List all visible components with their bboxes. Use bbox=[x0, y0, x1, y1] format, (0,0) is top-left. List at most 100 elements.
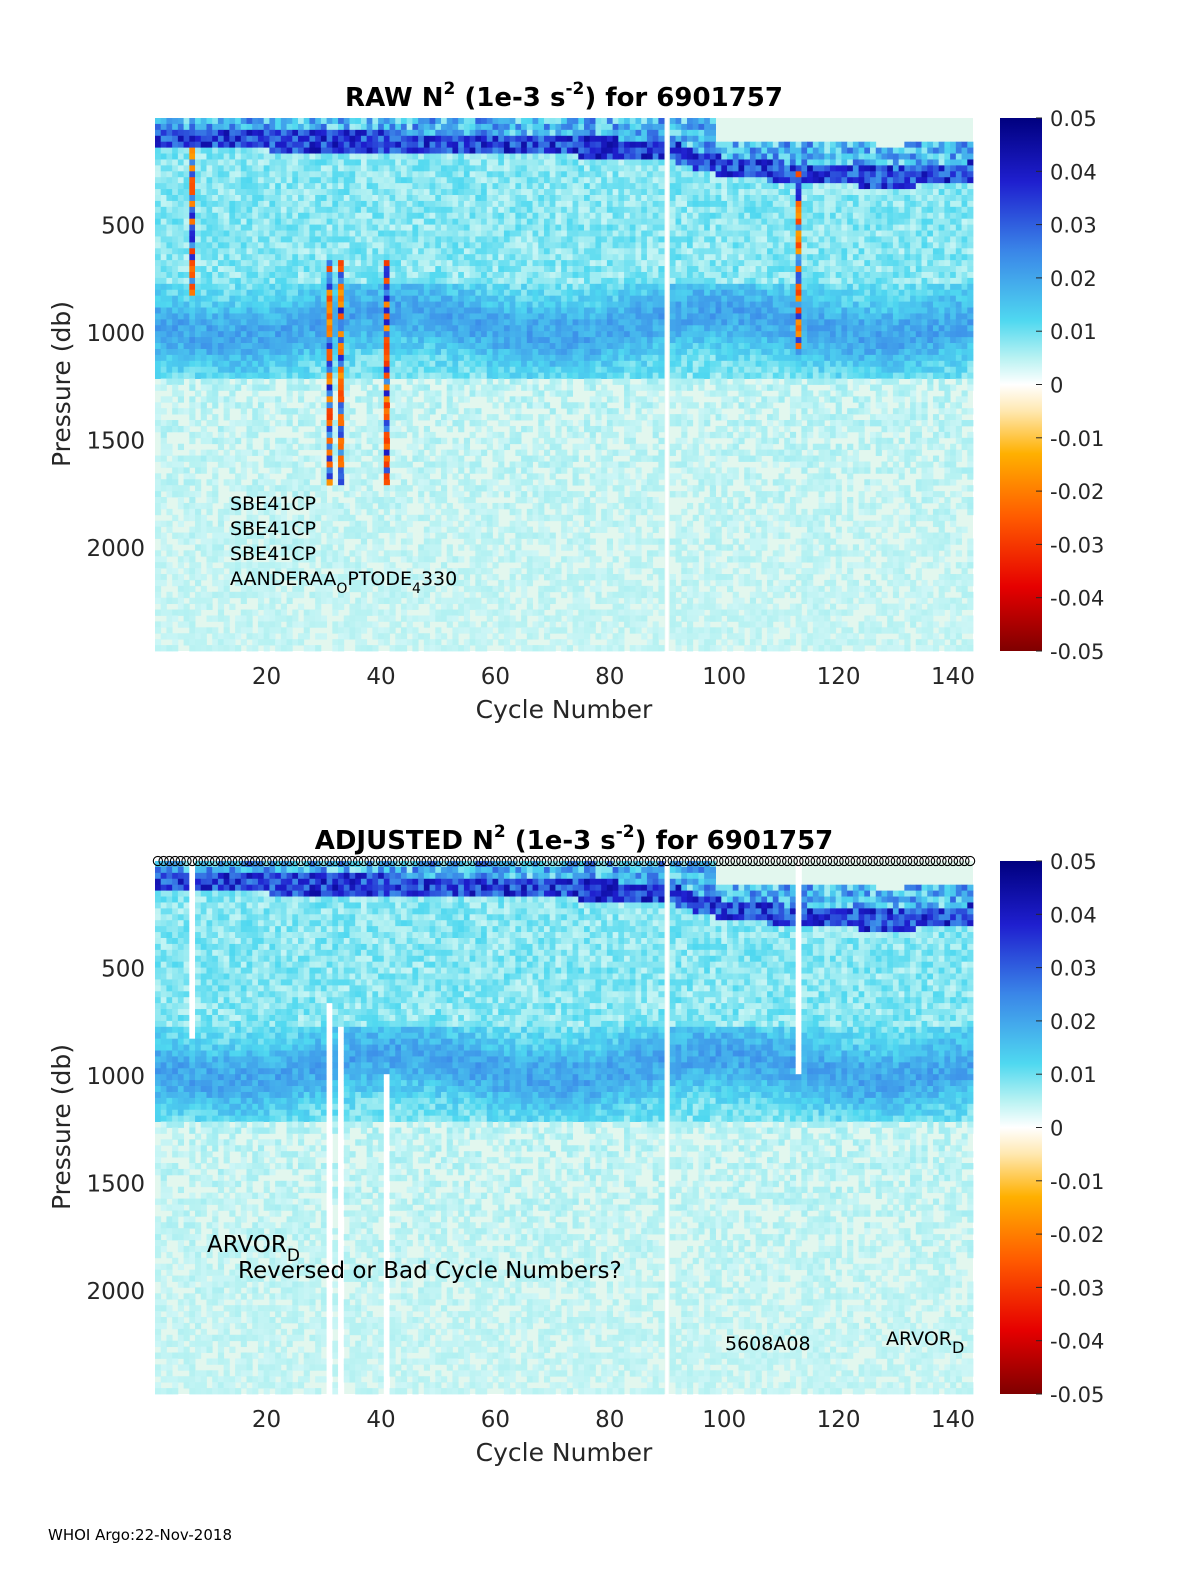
heatmap-cell bbox=[533, 159, 539, 165]
heatmap-cell bbox=[309, 183, 315, 189]
heatmap-cell bbox=[538, 189, 544, 195]
heatmap-cell bbox=[287, 302, 293, 308]
heatmap-cell bbox=[218, 195, 224, 201]
heatmap-cell bbox=[252, 171, 258, 177]
heatmap-cell bbox=[287, 219, 293, 225]
heatmap-cell bbox=[161, 319, 167, 325]
heatmap-cell bbox=[281, 627, 287, 633]
heatmap-cell bbox=[269, 124, 275, 130]
heatmap-cell bbox=[527, 118, 533, 124]
heatmap-cell bbox=[527, 130, 533, 136]
heatmap-cell bbox=[390, 645, 396, 651]
heatmap-cell bbox=[452, 390, 458, 396]
heatmap-cell bbox=[487, 610, 493, 616]
heatmap-cell bbox=[338, 604, 344, 610]
heatmap-cell bbox=[332, 527, 338, 533]
heatmap-cell bbox=[309, 148, 315, 154]
heatmap-cell bbox=[327, 242, 333, 248]
heatmap-cell bbox=[504, 615, 510, 621]
heatmap-cell bbox=[172, 278, 178, 284]
heatmap-cell bbox=[166, 633, 172, 639]
heatmap-cell bbox=[332, 207, 338, 213]
heatmap-cell bbox=[224, 118, 230, 124]
heatmap-cell bbox=[430, 450, 436, 456]
heatmap-cell bbox=[441, 450, 447, 456]
heatmap-cell bbox=[441, 260, 447, 266]
heatmap-cell bbox=[155, 343, 161, 349]
heatmap-cell bbox=[395, 148, 401, 154]
heatmap-cell bbox=[475, 420, 481, 426]
heatmap-cell bbox=[321, 485, 327, 491]
heatmap-cell bbox=[252, 645, 258, 651]
heatmap-cell bbox=[247, 142, 253, 148]
heatmap-cell bbox=[470, 242, 476, 248]
heatmap-cell bbox=[349, 633, 355, 639]
heatmap-cell bbox=[487, 343, 493, 349]
heatmap-cell bbox=[493, 592, 499, 598]
heatmap-cell bbox=[235, 308, 241, 314]
heatmap-cell bbox=[533, 385, 539, 391]
heatmap-cell bbox=[241, 254, 247, 260]
heatmap-cell bbox=[161, 148, 167, 154]
heatmap-cell bbox=[395, 461, 401, 467]
heatmap-cell bbox=[258, 272, 264, 278]
heatmap-cell bbox=[321, 242, 327, 248]
heatmap-cell bbox=[201, 195, 207, 201]
heatmap-cell bbox=[315, 284, 321, 290]
heatmap-cell bbox=[229, 207, 235, 213]
heatmap-cell bbox=[504, 248, 510, 254]
heatmap-cell bbox=[504, 177, 510, 183]
heatmap-cell bbox=[338, 136, 344, 142]
heatmap-cell bbox=[395, 402, 401, 408]
heatmap-cell bbox=[418, 183, 424, 189]
heatmap-cell bbox=[349, 515, 355, 521]
heatmap-cell bbox=[166, 379, 172, 385]
heatmap-cell bbox=[395, 272, 401, 278]
heatmap-cell bbox=[201, 639, 207, 645]
heatmap-cell bbox=[161, 278, 167, 284]
heatmap-cell bbox=[218, 633, 224, 639]
heatmap-cell bbox=[275, 242, 281, 248]
heatmap-cell bbox=[195, 231, 201, 237]
heatmap-cell bbox=[332, 550, 338, 556]
heatmap-cell bbox=[361, 142, 367, 148]
heatmap-cell bbox=[292, 201, 298, 207]
heatmap-cell bbox=[441, 248, 447, 254]
heatmap-cell bbox=[435, 207, 441, 213]
heatmap-cell bbox=[435, 219, 441, 225]
heatmap-cell bbox=[367, 621, 373, 627]
heatmap-cell bbox=[418, 491, 424, 497]
heatmap-cell bbox=[252, 633, 258, 639]
heatmap-cell bbox=[218, 343, 224, 349]
heatmap-cell bbox=[161, 266, 167, 272]
heatmap-cell bbox=[538, 390, 544, 396]
heatmap-cell bbox=[521, 527, 527, 533]
heatmap-cell bbox=[458, 604, 464, 610]
heatmap-cell bbox=[378, 118, 384, 124]
heatmap-cell bbox=[401, 302, 407, 308]
heatmap-cell bbox=[361, 521, 367, 527]
heatmap-cell bbox=[407, 302, 413, 308]
heatmap-cell bbox=[355, 367, 361, 373]
heatmap-cell bbox=[510, 231, 516, 237]
heatmap-cell bbox=[166, 242, 172, 248]
heatmap-cell bbox=[178, 467, 184, 473]
heatmap-cell bbox=[407, 195, 413, 201]
heatmap-cell bbox=[487, 177, 493, 183]
heatmap-cell bbox=[441, 189, 447, 195]
heatmap-cell bbox=[481, 201, 487, 207]
heatmap-cell bbox=[401, 497, 407, 503]
heatmap-cell bbox=[487, 159, 493, 165]
heatmap-cell bbox=[458, 242, 464, 248]
heatmap-cell bbox=[201, 231, 207, 237]
heatmap-cell bbox=[390, 610, 396, 616]
heatmap-cell bbox=[287, 177, 293, 183]
heatmap-cell bbox=[521, 550, 527, 556]
heatmap-cell bbox=[458, 349, 464, 355]
heatmap-cell bbox=[504, 491, 510, 497]
heatmap-cell bbox=[527, 349, 533, 355]
heatmap-cell bbox=[309, 278, 315, 284]
heatmap-cell bbox=[372, 231, 378, 237]
heatmap-cell bbox=[470, 592, 476, 598]
heatmap-cell bbox=[361, 213, 367, 219]
